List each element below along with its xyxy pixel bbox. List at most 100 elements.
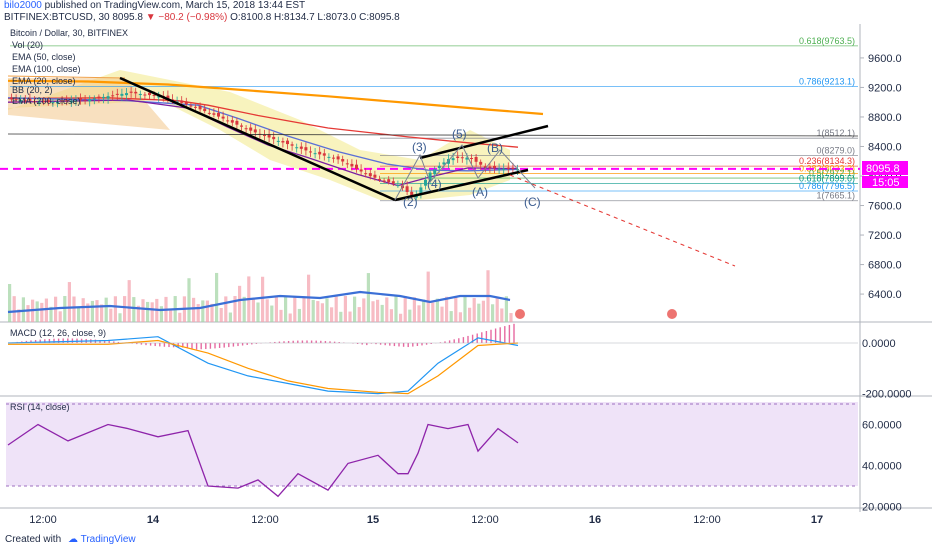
legend-item[interactable]: BB (20, 2) [12,85,53,95]
published-text: published on TradingView.com, March 15, … [44,0,306,11]
series-line[interactable] [7,97,519,172]
volume-bar [468,307,472,322]
chart-canvas[interactable]: 0.618(9763.5) 0.786(9213.1) 1(8512.1) 0(827… [0,0,932,530]
time-tick-label: 17 [811,514,823,526]
candle-body [410,191,414,196]
horizontal-trendline[interactable] [7,133,859,137]
legend-item[interactable]: Vol (20) [12,40,43,50]
candle-body [479,161,483,165]
candle-body [148,92,151,96]
volume-bar [169,310,173,322]
rsi-line[interactable] [7,423,519,498]
footer: Created with ☁ TradingView [0,530,932,550]
candle-body [336,156,340,160]
volume-bar [376,299,380,322]
price-tick-label: 8800.0 [868,112,902,124]
candle-body [125,93,128,96]
wave-label-a: (A) [472,185,488,199]
volume-bar [192,297,196,322]
event-flag-icon[interactable] [667,309,677,319]
projection-line[interactable] [509,174,736,267]
volume-bar [385,297,389,322]
series-line[interactable] [7,79,544,116]
candle-body [42,100,46,102]
wave-down-line[interactable] [119,76,396,202]
volume-bar [491,304,495,322]
candle-body [79,98,82,100]
volume-bar [417,305,421,322]
tradingview-logo[interactable]: ☁ TradingView [68,534,136,545]
legend-item[interactable]: EMA (20, close) [12,76,76,86]
volume-bar [113,296,117,322]
volume-bar [215,272,219,322]
candle-body [318,151,322,155]
legend-item[interactable]: EMA (50, close) [12,52,76,62]
rsi-tick-label: 40.0000 [862,461,902,473]
rsi-tick-label: 20.0000 [862,502,902,514]
volume-bar [353,296,357,322]
candle-body [290,144,294,146]
candle-body [396,185,400,187]
candle-body [212,113,216,115]
legend-item[interactable]: EMA (100, close) [12,64,81,74]
candle-body [368,173,372,177]
legend: Bitcoin / Dollar, 30, BITFINEX Vol (20) … [10,28,128,106]
upper-channel-line[interactable] [419,124,549,160]
macd-line[interactable] [7,336,519,395]
candle-body [28,98,32,101]
volume-bar [435,298,439,322]
price-tick-label: 8400.0 [868,141,902,153]
price-tick-label: 9200.0 [868,82,902,94]
candle-body [217,112,220,117]
macd-signal-line[interactable] [8,339,519,395]
series-line[interactable] [7,97,519,148]
candle-body [198,105,202,110]
legend-item[interactable]: EMA (200, close) [12,96,81,106]
volume-bar [472,298,476,322]
fib-level-label: 1(8512.1) [816,128,855,138]
volume-bar [90,300,94,322]
candle-body [106,96,110,99]
volume-bar [311,299,315,322]
volume-bar [26,305,30,322]
volume-bar [44,298,48,322]
volume-bar [104,297,108,322]
volume-bar [178,312,182,322]
candle-body [355,164,358,169]
candle-body [184,101,188,105]
candle-body [33,100,36,102]
wave-label-4: (4) [427,177,442,191]
volume-bar [77,307,81,322]
candle-body [281,141,285,143]
tradingview-brand: TradingView [80,534,136,545]
volume-bar [86,303,90,322]
candle-body [253,129,257,133]
author-name[interactable]: bilo2000 [4,0,42,11]
candle-body [424,179,427,186]
volume-bar [270,305,274,322]
publish-line: bilo2000 published on TradingView.com, M… [4,0,305,12]
volume-bar [265,299,269,322]
candle-body [322,153,326,156]
rsi-title[interactable]: RSI (14, close) [10,402,70,412]
price-tick-label: 7600.0 [868,201,902,213]
candle-body [74,100,78,102]
volume-bar [274,297,278,322]
volume-bar [141,299,145,322]
volume-bar [343,296,347,322]
candle-body [493,165,496,169]
lower-channel-line[interactable] [394,168,529,202]
event-flag-icon[interactable] [515,309,525,319]
volume-bar [261,276,265,322]
candle-body [433,169,437,175]
candle-body [83,99,87,101]
volume-bar [123,296,127,322]
macd-tick-label: 0.0000 [862,338,896,350]
volume-bar [21,297,25,322]
volume-bar [146,301,150,322]
macd-title[interactable]: MACD (12, 26, close, 9) [10,328,106,338]
series-line[interactable] [7,99,519,187]
fib-level-label: 0.5(7972.1) [809,168,855,178]
candle-body [166,95,170,99]
current-price-badge [862,161,908,175]
